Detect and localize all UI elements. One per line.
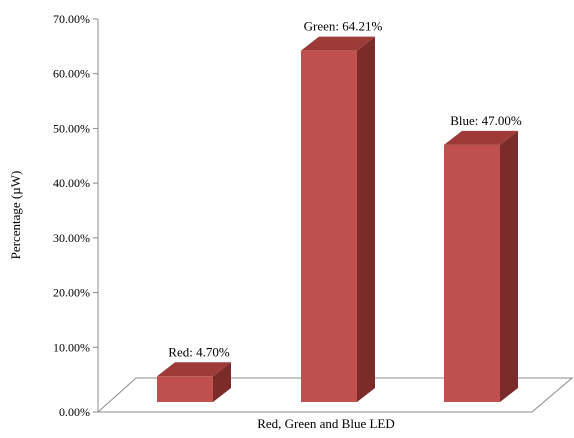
data-labels: Red: 4.70% Green: 64.21% Blue: 47.00% [168, 19, 522, 360]
y-tick-label: 40.00% [53, 176, 90, 190]
bar-red [157, 362, 231, 402]
y-tick-label: 10.00% [53, 340, 90, 354]
y-tick-label: 60.00% [53, 67, 90, 81]
bar-front [157, 376, 213, 402]
y-tick-label: 50.00% [53, 121, 90, 135]
bar-side [213, 362, 231, 402]
bar-side [357, 36, 375, 403]
x-axis-label: Red, Green and Blue LED [257, 416, 395, 431]
bar-blue [444, 130, 518, 403]
y-tick-label: 30.00% [53, 231, 90, 245]
bar-top [444, 130, 518, 145]
bars [157, 36, 518, 403]
y-axis: 0.00% 10.00% 20.00% 30.00% 40.00% 50.00% 60.00… [53, 12, 99, 419]
data-label-green: Green: 64.21% [304, 19, 383, 34]
y-axis-label: Percentage (µW) [8, 171, 23, 260]
data-label-red: Red: 4.70% [168, 344, 230, 359]
bar-top [301, 36, 375, 51]
bar-front [444, 144, 500, 403]
bar-top [157, 362, 231, 377]
bar-green [301, 36, 375, 403]
y-tick-label: 20.00% [53, 286, 90, 300]
y-tick-label: 70.00% [53, 12, 90, 26]
bar-side [500, 130, 518, 403]
bar-front [301, 50, 357, 403]
y-tick-label: 0.00% [59, 405, 90, 419]
data-label-blue: Blue: 47.00% [450, 113, 522, 128]
